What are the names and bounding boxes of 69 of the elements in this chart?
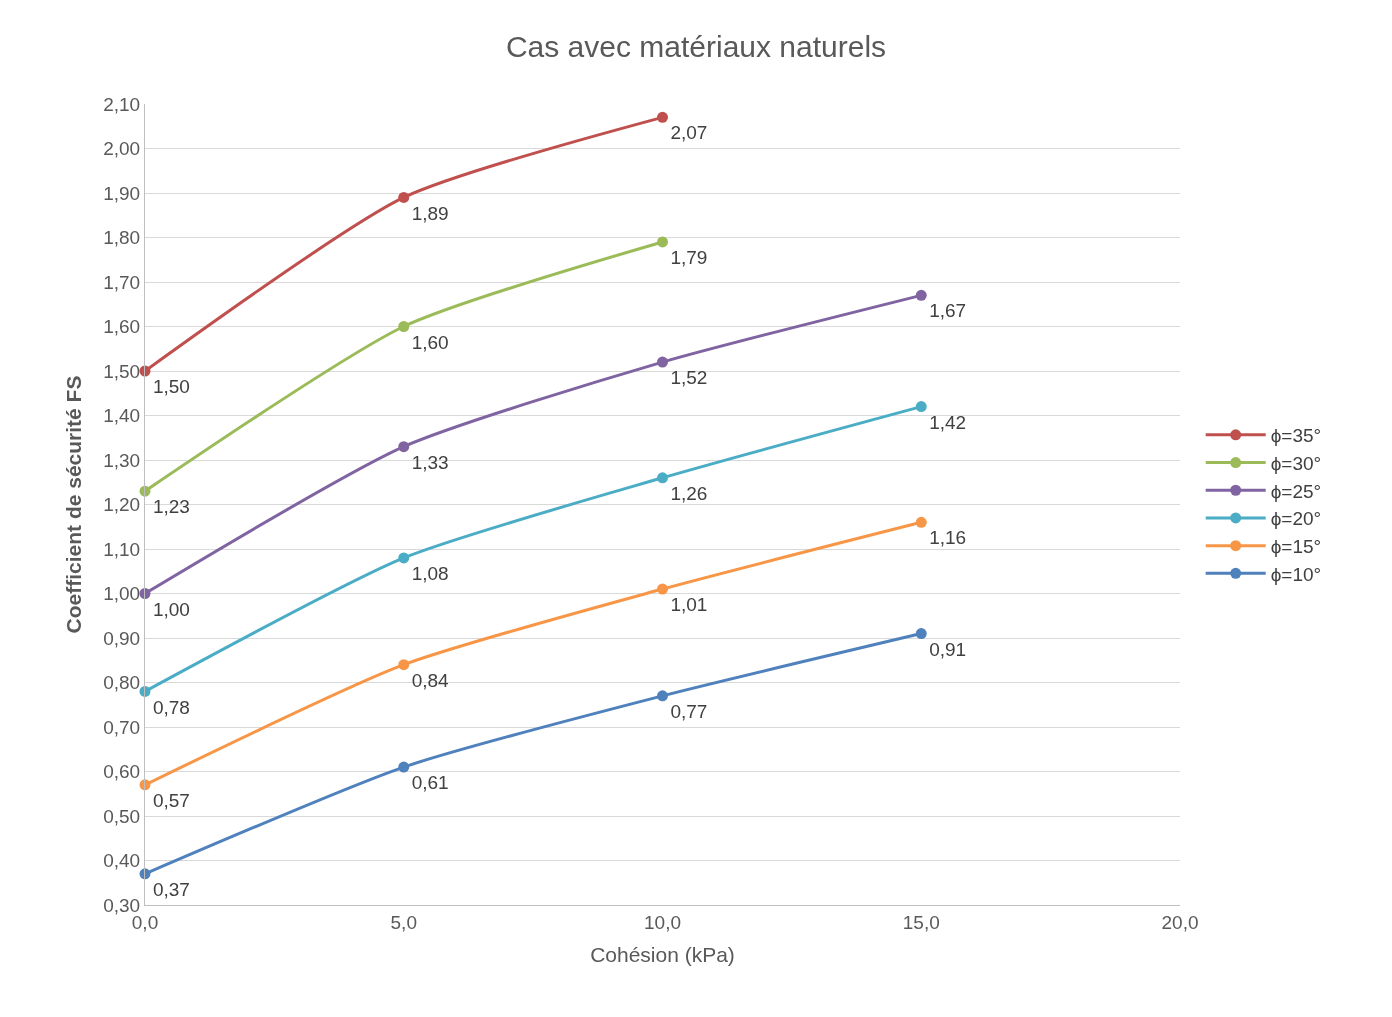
data-label: 1,00	[152, 598, 190, 620]
data-label: 1,33	[411, 451, 449, 473]
point	[657, 356, 668, 368]
data-label: 1,16	[929, 527, 967, 549]
data-label: 1,01	[670, 594, 708, 616]
x-tick-label: 5,0	[390, 911, 417, 933]
point	[915, 401, 927, 413]
x-tick-label: 10,0	[644, 911, 681, 933]
data-label: 0,37	[152, 878, 190, 900]
data-label: 1,67	[929, 300, 967, 322]
point	[915, 289, 927, 301]
y-tick-label: 0,80	[103, 672, 141, 694]
x-tick-label: 15,0	[902, 911, 940, 933]
x-tick-label: 20,0	[1161, 911, 1199, 933]
y-tick-label: 1,90	[103, 182, 141, 204]
legend-label: ϕ=25°	[1270, 480, 1322, 502]
y-tick-label: 1,20	[103, 494, 141, 516]
point	[398, 321, 410, 332]
point	[657, 583, 668, 595]
y-tick-label: 1,60	[103, 316, 141, 338]
point	[398, 659, 410, 671]
y-tick-label: 0,50	[103, 805, 141, 827]
y-tick-label: 1,40	[103, 405, 141, 427]
y-tick-label: 1,30	[103, 449, 141, 471]
y-tick-label: 1,80	[103, 227, 141, 249]
data-label: 0,77	[670, 700, 708, 722]
y-tick-label: 0,70	[103, 716, 141, 738]
data-label: 0,91	[929, 638, 967, 660]
data-label: 2,07	[670, 122, 708, 144]
point	[398, 191, 410, 203]
x-axis-title: Cohésion (kPa)	[590, 943, 735, 966]
y-axis-title: Coefficient de sécurité FS	[62, 375, 86, 634]
data-label: 1,42	[929, 411, 967, 433]
y-tick-label: 0,60	[103, 761, 141, 783]
y-tick-label: 1,50	[103, 360, 141, 382]
y-tick-label: 2,10	[103, 93, 141, 115]
chart-title: Cas avec matériaux naturels	[505, 29, 887, 63]
point	[398, 761, 410, 773]
legend-label: ϕ=35°	[1270, 425, 1322, 447]
data-label: 0,78	[152, 696, 190, 718]
legend-label: ϕ=10°	[1270, 563, 1322, 585]
data-label: 0,84	[411, 669, 450, 691]
data-label: 0,61	[411, 772, 449, 794]
point	[398, 441, 410, 453]
data-label: 1,26	[670, 482, 708, 504]
data-label: 1,50	[152, 376, 190, 398]
y-tick-label: 0,90	[103, 627, 141, 649]
point	[915, 628, 927, 640]
data-label: 1,60	[411, 331, 449, 353]
legend-label: ϕ=15°	[1270, 536, 1322, 558]
y-tick-label: 1,10	[103, 538, 141, 560]
y-tick-label: 1,00	[103, 583, 141, 605]
y-tick-label: 0,40	[103, 850, 141, 872]
data-label: 1,23	[152, 496, 190, 518]
y-tick-label: 2,00	[103, 138, 141, 160]
data-label: 0,57	[152, 789, 190, 811]
y-tick-label: 1,70	[103, 271, 141, 293]
point	[657, 472, 668, 484]
point	[398, 552, 410, 564]
data-label: 1,89	[411, 202, 449, 224]
data-label: 1,08	[411, 563, 449, 585]
point	[915, 516, 927, 528]
data-label: 1,52	[670, 367, 708, 389]
data-label: 1,79	[670, 247, 708, 269]
point	[657, 236, 668, 248]
point	[657, 111, 668, 123]
legend-label: ϕ=20°	[1270, 508, 1322, 530]
legend-label: ϕ=30°	[1270, 452, 1322, 474]
point	[657, 690, 668, 702]
